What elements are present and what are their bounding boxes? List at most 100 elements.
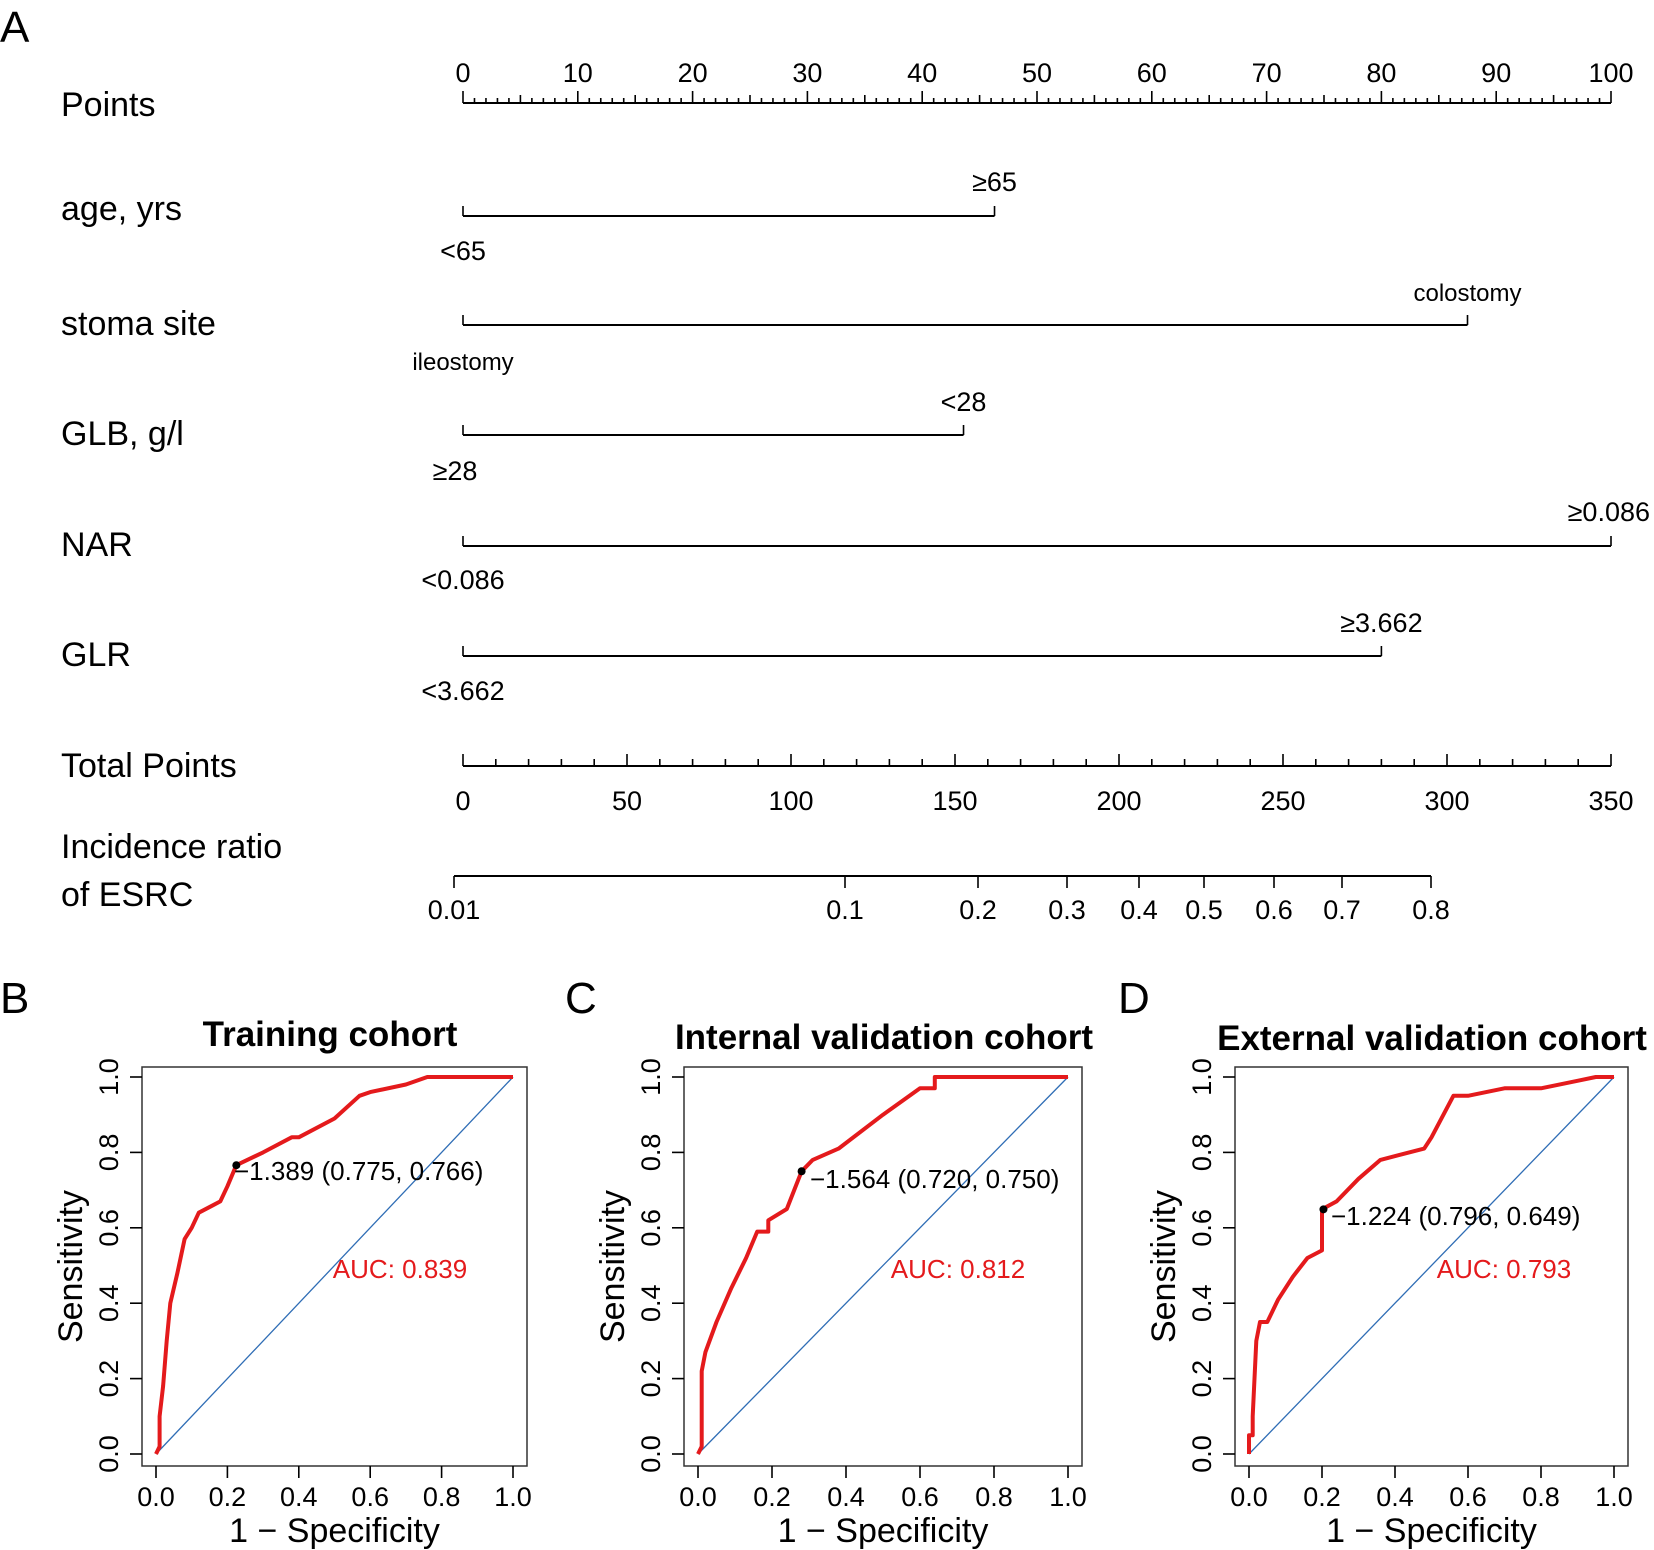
roc-panel-internal: Internal validation cohort 0.0 0.0 0.2 0.2 0.… — [594, 1018, 1093, 1550]
reference-diagonal — [155, 1076, 514, 1455]
y-tick-label: 0.4 — [636, 1284, 666, 1322]
total-tick-label: 0 — [455, 786, 470, 816]
y-tick-label: 1.0 — [636, 1058, 666, 1096]
threshold-point — [1319, 1205, 1328, 1214]
incidence-tick-label: 0.4 — [1120, 895, 1158, 925]
total-tick-label: 250 — [1260, 786, 1305, 816]
age-high-label: ≥65 — [972, 167, 1017, 197]
stoma-high-label: colostomy — [1413, 280, 1521, 307]
incidence-tick-label: 0.8 — [1412, 895, 1450, 925]
chart-title: Training cohort — [203, 1015, 458, 1054]
stoma-low-label: ileostomy — [412, 349, 513, 376]
plot-frame — [683, 1066, 1083, 1467]
x-tick-label: 0.8 — [1522, 1482, 1560, 1512]
points-tick-label: 60 — [1137, 58, 1167, 88]
y-tick-label: 0.4 — [94, 1284, 124, 1322]
points-tick-label: 80 — [1366, 58, 1396, 88]
auc-label: AUC: 0.812 — [891, 1254, 1025, 1284]
nar-low-label: <0.086 — [421, 565, 504, 595]
reference-diagonal — [1248, 1076, 1615, 1455]
auc-label: AUC: 0.839 — [333, 1254, 467, 1284]
incidence-tick-label: 0.6 — [1255, 895, 1293, 925]
plot-frame — [1234, 1066, 1629, 1467]
glb-high-label: <28 — [941, 387, 987, 417]
y-axis-title: Sensitivity — [1145, 1190, 1183, 1343]
y-tick-label: 0.8 — [1187, 1134, 1217, 1172]
incidence-scale: 0.01 0.1 0.2 0.3 0.4 0.5 0.6 0.7 0.8 — [428, 875, 1450, 925]
points-tick-label: 90 — [1481, 58, 1511, 88]
nomogram: Points age, yrs stoma site GLB, g/l NAR … — [61, 58, 1650, 925]
panel-label-d: D — [1118, 974, 1150, 1023]
chart-title: Internal validation cohort — [675, 1018, 1093, 1057]
glr-high-label: ≥3.662 — [1340, 608, 1422, 638]
x-tick-label: 0.0 — [679, 1482, 717, 1512]
glb-low-label: ≥28 — [433, 456, 478, 486]
x-tick-label: 0.2 — [753, 1482, 791, 1512]
points-tick-label: 30 — [792, 58, 822, 88]
y-tick-label: 0.2 — [1187, 1360, 1217, 1398]
y-tick-label: 0.2 — [94, 1360, 124, 1398]
total-tick-label: 150 — [932, 786, 977, 816]
incidence-label-line1: Incidence ratio — [61, 828, 282, 866]
chart-title: External validation cohort — [1217, 1019, 1647, 1058]
panel-label-b: B — [0, 974, 29, 1023]
x-tick-label: 0.6 — [351, 1482, 389, 1512]
roc-curve — [154, 1075, 513, 1455]
total-tick-label: 300 — [1424, 786, 1469, 816]
points-tick-label: 50 — [1022, 58, 1052, 88]
threshold-label: −1.389 (0.775, 0.766) — [234, 1156, 483, 1186]
roc-panel-training: Training cohort 0.0 0.0 0.2 0.2 0.4 0.4 0.6 0.6 0… — [52, 1015, 532, 1550]
predictor-row-glb: ≥28 <28 — [433, 387, 987, 486]
total-tick-label: 350 — [1588, 786, 1633, 816]
y-tick-label: 0.6 — [636, 1209, 666, 1247]
x-axis-title: 1 − Specificity — [778, 1512, 989, 1550]
row-label-stoma-site: stoma site — [61, 305, 216, 343]
y-tick-label: 0.6 — [1187, 1209, 1217, 1247]
x-tick-label: 0.6 — [901, 1482, 939, 1512]
age-low-label: <65 — [440, 236, 486, 266]
y-tick-label: 0.8 — [94, 1134, 124, 1172]
x-tick-label: 1.0 — [494, 1482, 532, 1512]
y-tick-label: 0.4 — [1187, 1284, 1217, 1322]
points-tick-label: 40 — [907, 58, 937, 88]
x-tick-label: 0.6 — [1449, 1482, 1487, 1512]
points-tick-label: 100 — [1588, 58, 1633, 88]
points-tick-label: 10 — [563, 58, 593, 88]
y-tick-label: 1.0 — [1187, 1058, 1217, 1096]
roc-panel-external: External validation cohort 0.0 0.0 0.2 0.2 0.… — [1145, 1019, 1647, 1550]
roc-curve — [1247, 1075, 1614, 1454]
y-tick-label: 0.8 — [636, 1134, 666, 1172]
y-axis-title: Sensitivity — [52, 1190, 90, 1343]
points-tick-label: 70 — [1252, 58, 1282, 88]
predictor-row-stoma: ileostomy colostomy — [412, 280, 1521, 376]
x-tick-label: 0.2 — [209, 1482, 247, 1512]
y-axis-title: Sensitivity — [594, 1190, 632, 1343]
x-tick-label: 0.4 — [280, 1482, 318, 1512]
predictor-row-age: <65 ≥65 — [440, 167, 1017, 266]
y-tick-label: 0.6 — [94, 1209, 124, 1247]
threshold-point — [232, 1161, 241, 1170]
row-label-glr: GLR — [61, 636, 131, 674]
panel-label-a: A — [0, 3, 30, 52]
incidence-tick-label: 0.01 — [428, 895, 481, 925]
x-tick-label: 0.0 — [1230, 1482, 1268, 1512]
plot-frame — [141, 1066, 528, 1467]
row-label-glb: GLB, g/l — [61, 415, 184, 453]
row-label-nar: NAR — [61, 526, 133, 564]
predictor-row-glr: <3.662 ≥3.662 — [421, 608, 1422, 706]
threshold-label: −1.224 (0.796, 0.649) — [1331, 1201, 1580, 1231]
x-tick-label: 0.0 — [137, 1482, 175, 1512]
nar-high-label: ≥0.086 — [1568, 497, 1650, 527]
points-scale: 0 10 20 30 40 50 60 70 80 90 100 — [455, 58, 1634, 104]
x-tick-label: 0.2 — [1303, 1482, 1341, 1512]
x-tick-label: 0.4 — [827, 1482, 865, 1512]
x-axis-title: 1 − Specificity — [229, 1512, 440, 1550]
threshold-label: −1.564 (0.720, 0.750) — [810, 1164, 1059, 1194]
x-tick-label: 0.8 — [423, 1482, 461, 1512]
roc-curve — [696, 1075, 1068, 1455]
panel-label-c: C — [565, 974, 597, 1023]
y-tick-label: 0.0 — [636, 1435, 666, 1473]
incidence-tick-label: 0.2 — [959, 895, 997, 925]
total-points-scale: 0 50 100 150 200 250 300 350 — [455, 754, 1634, 816]
y-tick-label: 0.0 — [1187, 1435, 1217, 1473]
